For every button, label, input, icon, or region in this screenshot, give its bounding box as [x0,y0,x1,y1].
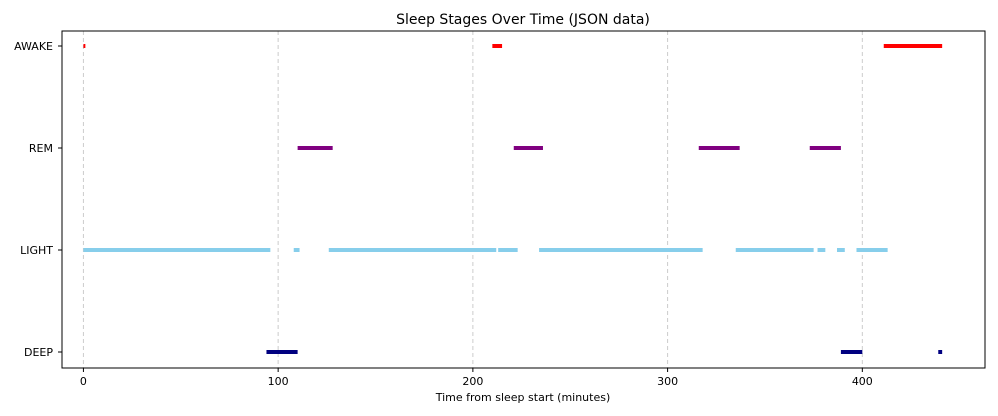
x-tick-label: 400 [852,375,873,388]
y-tick-label: DEEP [24,346,53,359]
x-tick-label: 100 [268,375,289,388]
x-tick-label: 300 [657,375,678,388]
y-tick-label: LIGHT [20,244,53,257]
x-tick-label: 0 [80,375,87,388]
x-axis-label: Time from sleep start (minutes) [435,391,611,404]
segments [83,44,943,354]
chart-title: Sleep Stages Over Time (JSON data) [396,12,650,28]
y-axis-ticks: DEEP LIGHT REM AWAKE [14,40,62,359]
grid [82,31,863,368]
plot-frame [61,30,986,369]
x-tick-label: 200 [462,375,483,388]
y-tick-label: AWAKE [14,40,53,53]
y-tick-label: REM [29,142,53,155]
x-axis-ticks: 0 100 200 300 400 [80,368,873,388]
